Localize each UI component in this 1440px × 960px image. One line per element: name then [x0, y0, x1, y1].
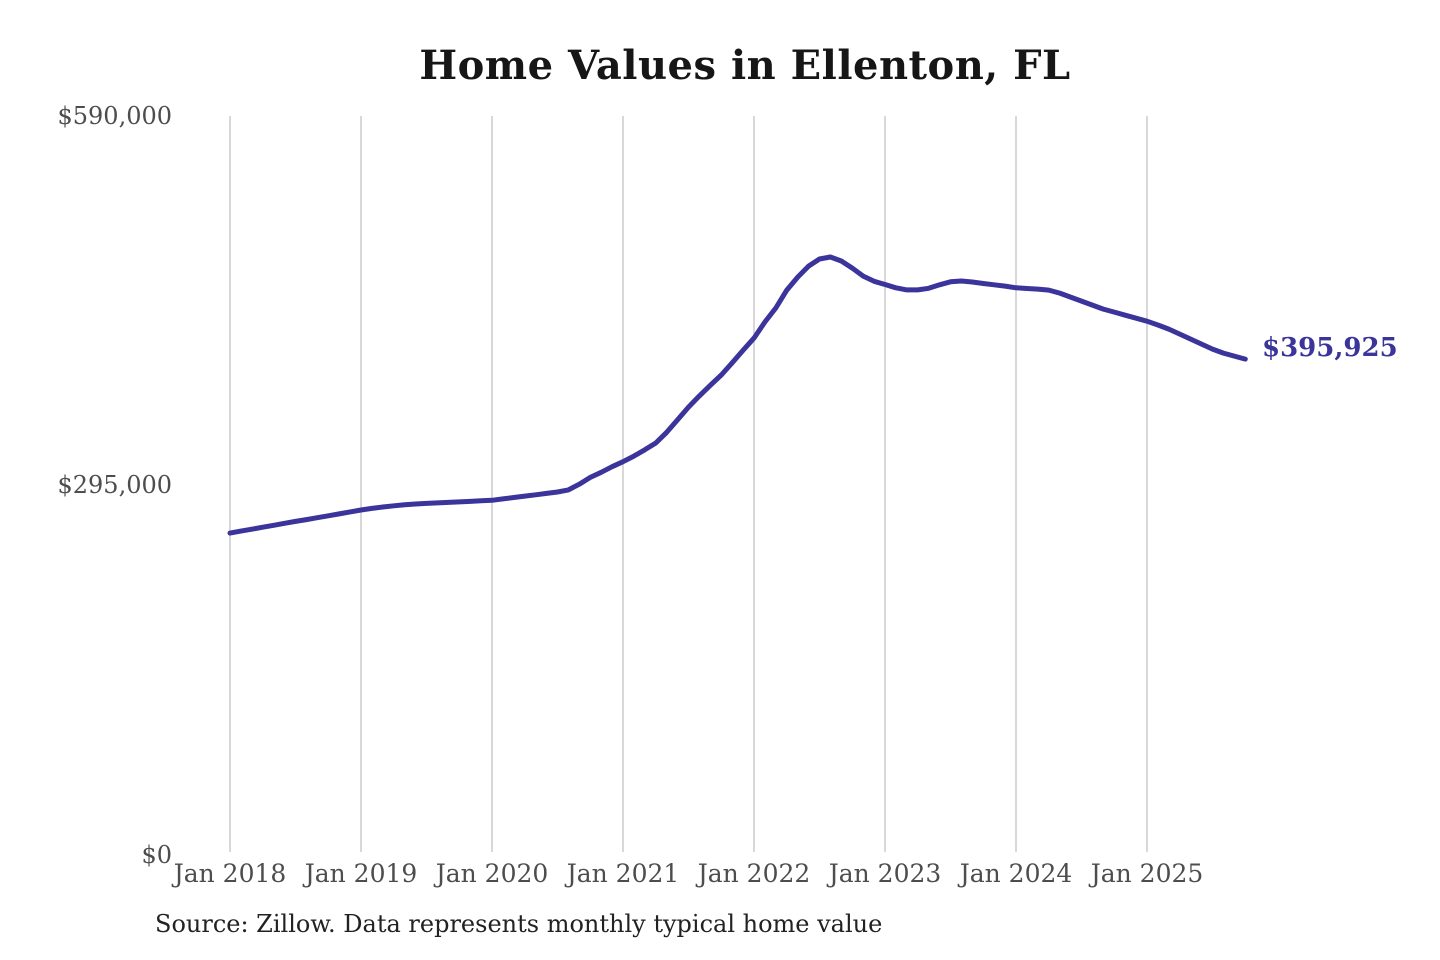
x-axis-tick-label: Jan 2023	[828, 859, 942, 888]
y-axis-tick-label: $0	[141, 841, 172, 869]
x-axis-tick-label: Jan 2024	[959, 859, 1073, 888]
x-axis-tick-label: Jan 2019	[304, 859, 418, 888]
y-axis-tick-label: $590,000	[57, 102, 172, 130]
x-axis-tick-label: Jan 2025	[1090, 859, 1204, 888]
latest-value-label: $395,925	[1262, 333, 1398, 363]
home-value-line	[227, 254, 1248, 536]
x-axis-tick-label: Jan 2021	[566, 859, 680, 888]
chart-title: Home Values in Ellenton, FL	[419, 42, 1071, 89]
x-axis-tick-label: Jan 2022	[697, 859, 811, 888]
vertical-gridlines	[229, 116, 1148, 852]
source-note: Source: Zillow. Data represents monthly …	[155, 910, 883, 938]
x-axis-tick-label: Jan 2018	[173, 859, 287, 888]
x-axis-tick-label: Jan 2020	[435, 859, 549, 888]
y-axis-tick-label: $295,000	[57, 471, 172, 499]
